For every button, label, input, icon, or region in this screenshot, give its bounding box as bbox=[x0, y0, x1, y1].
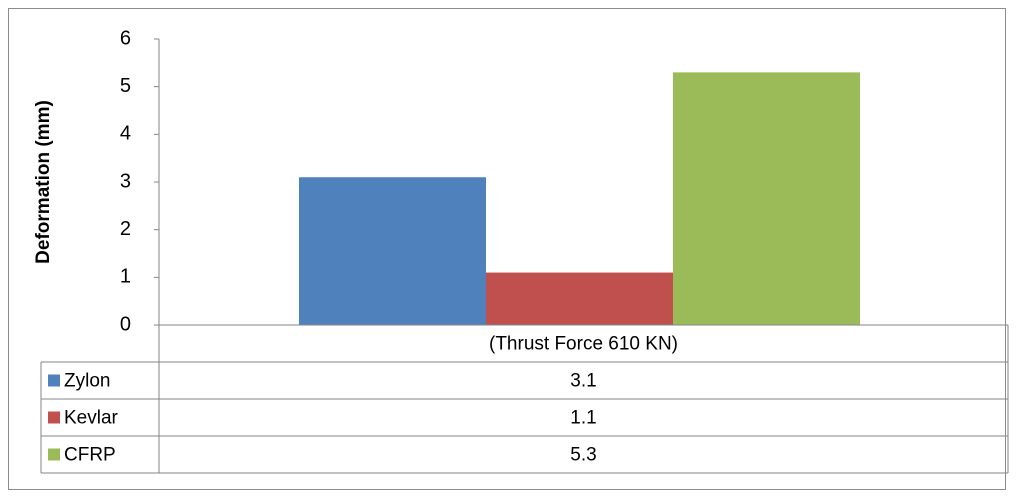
bar-zylon bbox=[299, 177, 486, 325]
x-category-label: (Thrust Force 610 KN) bbox=[489, 334, 678, 355]
data-table-value-zylon: 3.1 bbox=[570, 371, 596, 392]
y-tick-label: 6 bbox=[120, 27, 131, 49]
y-tick-label: 0 bbox=[120, 313, 131, 335]
data-table-value-kevlar: 1.1 bbox=[570, 408, 596, 429]
y-tick-label: 4 bbox=[120, 123, 131, 145]
bar-cfrp bbox=[673, 72, 860, 325]
legend-label-kevlar: Kevlar bbox=[64, 408, 119, 429]
legend-key-cfrp bbox=[48, 448, 60, 461]
legend-key-zylon bbox=[48, 374, 60, 387]
legend-label-cfrp: CFRP bbox=[64, 445, 116, 466]
y-axis-title: Deformation (mm) bbox=[33, 100, 54, 264]
bar-kevlar bbox=[486, 272, 673, 325]
y-tick-label: 5 bbox=[120, 75, 131, 97]
legend-label-zylon: Zylon bbox=[64, 371, 110, 392]
y-tick-label: 2 bbox=[120, 218, 131, 240]
legend-key-kevlar bbox=[48, 411, 60, 424]
y-tick-label: 1 bbox=[120, 266, 131, 288]
y-tick-label: 3 bbox=[120, 170, 131, 192]
data-table-value-cfrp: 5.3 bbox=[570, 445, 596, 466]
